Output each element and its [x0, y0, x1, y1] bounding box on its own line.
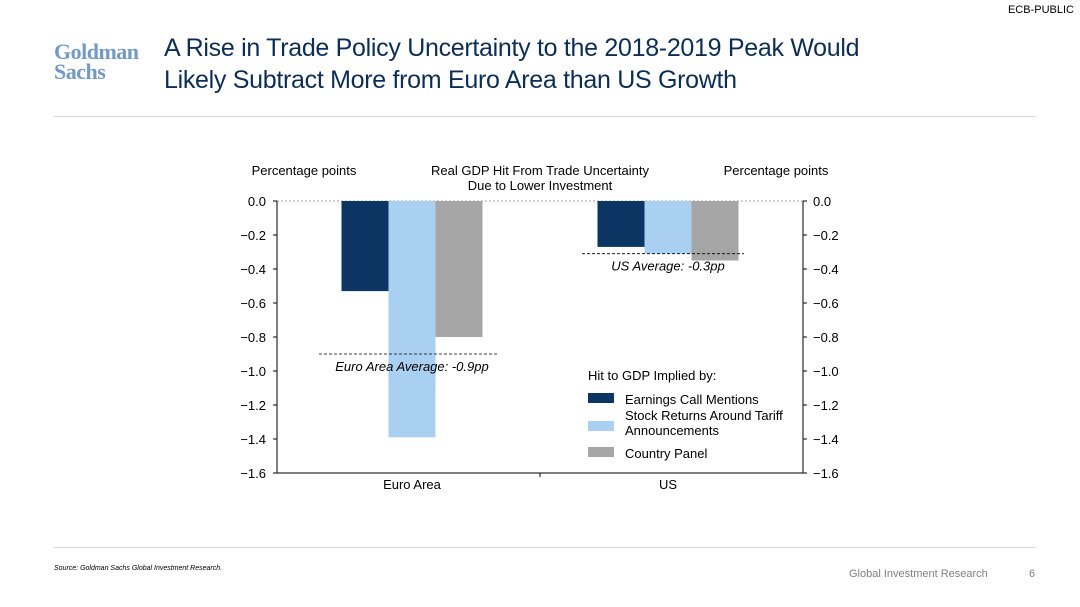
legend-label-2: Announcements [625, 423, 719, 438]
chart-title-line-1: Real GDP Hit From Trade Uncertainty [431, 163, 649, 178]
chart-title-line-2: Due to Lower Investment [468, 178, 613, 193]
y-tick-label-right: −0.2 [813, 228, 839, 243]
logo-line-1: Goldman [54, 39, 139, 64]
legend-swatch-1 [588, 393, 614, 403]
source-note: Source: Goldman Sachs Global Investment … [54, 565, 223, 572]
bar-earnings-call-euro-area [341, 201, 389, 292]
y-tick-label-left: −0.2 [240, 228, 266, 243]
bar-stock-returns-us [644, 201, 692, 254]
y-tick-label-right: −0.6 [813, 296, 839, 311]
y-tick-label-left: −0.4 [240, 262, 266, 277]
y-tick-label-left: 0.0 [248, 194, 266, 209]
goldman-sachs-logo: Goldman Sachs [54, 39, 154, 84]
y-tick-label-left: −1.4 [240, 432, 266, 447]
y-tick-label-right: −1.6 [813, 466, 839, 481]
bar-country-panel-us [691, 201, 739, 261]
average-label-euro-area: Euro Area Average: -0.9pp [335, 359, 488, 374]
legend-title: Hit to GDP Implied by: [588, 368, 716, 383]
logo-line-2: Sachs [54, 59, 106, 84]
legend-label-2: Stock Returns Around Tariff [625, 408, 783, 423]
slide-title-line-2: Likely Subtract More from Euro Area than… [164, 66, 737, 94]
y-tick-label-right: −1.4 [813, 432, 839, 447]
bar-country-panel-euro-area [435, 201, 483, 337]
y-axis-title-left: Percentage points [252, 163, 357, 178]
average-label-us: US Average: -0.3pp [611, 259, 724, 274]
y-tick-label-right: −0.4 [813, 262, 839, 277]
legend-swatch-2 [588, 421, 614, 431]
x-category-label: Euro Area [383, 477, 442, 492]
y-tick-label-right: 0.0 [813, 194, 831, 209]
top-divider [54, 116, 1036, 117]
classification-label: ECB-PUBLIC [1007, 4, 1074, 16]
legend-swatch-3 [588, 447, 614, 457]
y-tick-label-right: −1.0 [813, 364, 839, 379]
slide-title-line-1: A Rise in Trade Policy Uncertainty to th… [164, 34, 860, 62]
footer-label: Global Investment Research [849, 568, 988, 580]
legend-label-1: Earnings Call Mentions [625, 392, 759, 407]
y-tick-label-left: −0.6 [240, 296, 266, 311]
legend-label-3: Country Panel [625, 446, 707, 461]
y-tick-label-right: −0.8 [813, 330, 839, 345]
y-tick-label-left: −0.8 [240, 330, 266, 345]
y-tick-label-right: −1.2 [813, 398, 839, 413]
slide-title: A Rise in Trade Policy Uncertainty to th… [164, 32, 1004, 96]
bottom-divider [54, 547, 1036, 548]
y-tick-label-left: −1.6 [240, 466, 266, 481]
page-number: 6 [1029, 568, 1036, 580]
y-tick-label-left: −1.0 [240, 364, 266, 379]
x-category-label: US [659, 477, 677, 492]
bar-earnings-call-us [597, 201, 645, 247]
y-tick-label-left: −1.2 [240, 398, 266, 413]
bar-stock-returns-euro-area [388, 201, 436, 438]
y-axis-title-right: Percentage points [724, 163, 829, 178]
